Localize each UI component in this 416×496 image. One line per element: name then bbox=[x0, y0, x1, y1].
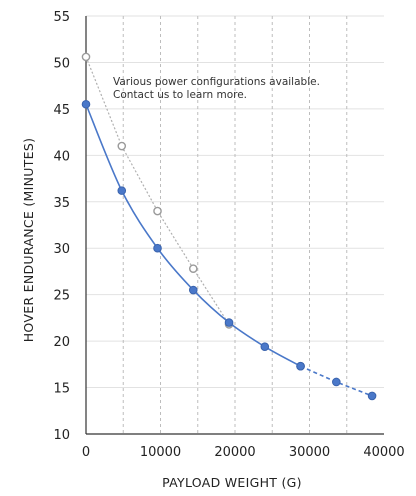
x-tick-labels: 0 10000 20000 30000 40000 bbox=[82, 445, 405, 460]
data-point bbox=[153, 243, 162, 253]
data-point bbox=[296, 361, 305, 371]
data-point-open bbox=[188, 264, 198, 273]
data-point bbox=[332, 377, 341, 387]
y-tick-label: 55 bbox=[53, 10, 70, 25]
x-axis-title: PAYLOAD WEIGHT (G) bbox=[162, 475, 302, 490]
y-tick-labels: 10 15 20 25 30 35 40 45 50 55 bbox=[53, 10, 70, 443]
x-tick-label: 20000 bbox=[214, 445, 255, 460]
data-point bbox=[367, 391, 377, 401]
y-axis-title: HOVER ENDURANCE (MINUTES) bbox=[21, 138, 36, 343]
annotation-line-1: Various power configurations available. bbox=[113, 76, 320, 88]
data-point-open bbox=[81, 52, 91, 62]
y-tick-label: 10 bbox=[53, 428, 70, 443]
y-tick-label: 15 bbox=[53, 382, 70, 397]
y-tick-label: 25 bbox=[53, 289, 70, 304]
x-tick-label: 0 bbox=[82, 445, 90, 460]
y-tick-label: 50 bbox=[53, 56, 70, 71]
data-point-open bbox=[153, 206, 162, 216]
series-layer bbox=[81, 52, 377, 401]
y-tick-label: 45 bbox=[53, 103, 70, 118]
axes bbox=[85, 16, 384, 435]
data-point-open bbox=[117, 141, 127, 151]
y-tick-label: 20 bbox=[53, 335, 70, 350]
y-tick-label: 40 bbox=[53, 149, 70, 164]
x-tick-label: 40000 bbox=[363, 445, 404, 460]
y-tick-label: 35 bbox=[53, 196, 70, 211]
data-point bbox=[117, 186, 127, 195]
data-point bbox=[188, 285, 198, 295]
series-line bbox=[85, 103, 301, 367]
x-tick-label: 30000 bbox=[289, 445, 330, 460]
y-tick-label: 30 bbox=[53, 242, 70, 257]
data-point bbox=[260, 342, 270, 351]
grid bbox=[86, 15, 384, 435]
data-point bbox=[81, 99, 91, 109]
annotation-line-2: Contact us to learn more. bbox=[113, 89, 247, 101]
series-line bbox=[300, 365, 373, 397]
x-tick-label: 10000 bbox=[140, 445, 181, 460]
series-line bbox=[85, 56, 230, 325]
data-point bbox=[224, 318, 234, 327]
